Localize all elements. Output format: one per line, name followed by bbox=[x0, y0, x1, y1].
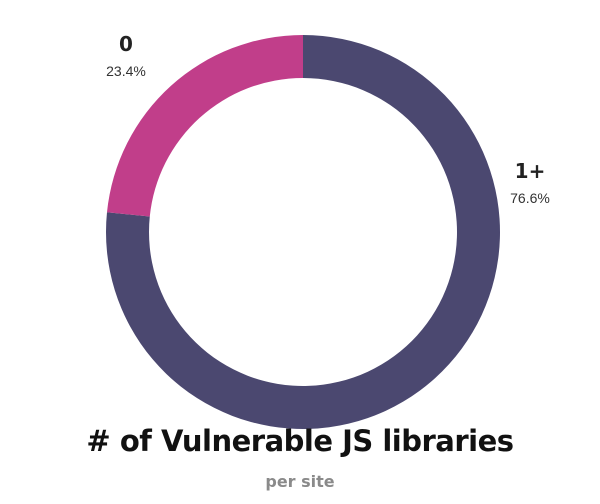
slice-label: 1+ bbox=[515, 159, 546, 183]
slice-percent-label: 76.6% bbox=[510, 190, 550, 206]
slice-zero bbox=[106, 35, 303, 217]
donut-slices bbox=[106, 35, 501, 429]
chart-title: # of Vulnerable JS libraries bbox=[86, 424, 514, 458]
slice-percent-label: 23.4% bbox=[106, 63, 146, 79]
chart-subtitle: per site bbox=[265, 472, 335, 491]
slice-label: 0 bbox=[119, 32, 133, 56]
slice-labels: 1+ 76.6% 0 23.4% bbox=[106, 32, 550, 206]
